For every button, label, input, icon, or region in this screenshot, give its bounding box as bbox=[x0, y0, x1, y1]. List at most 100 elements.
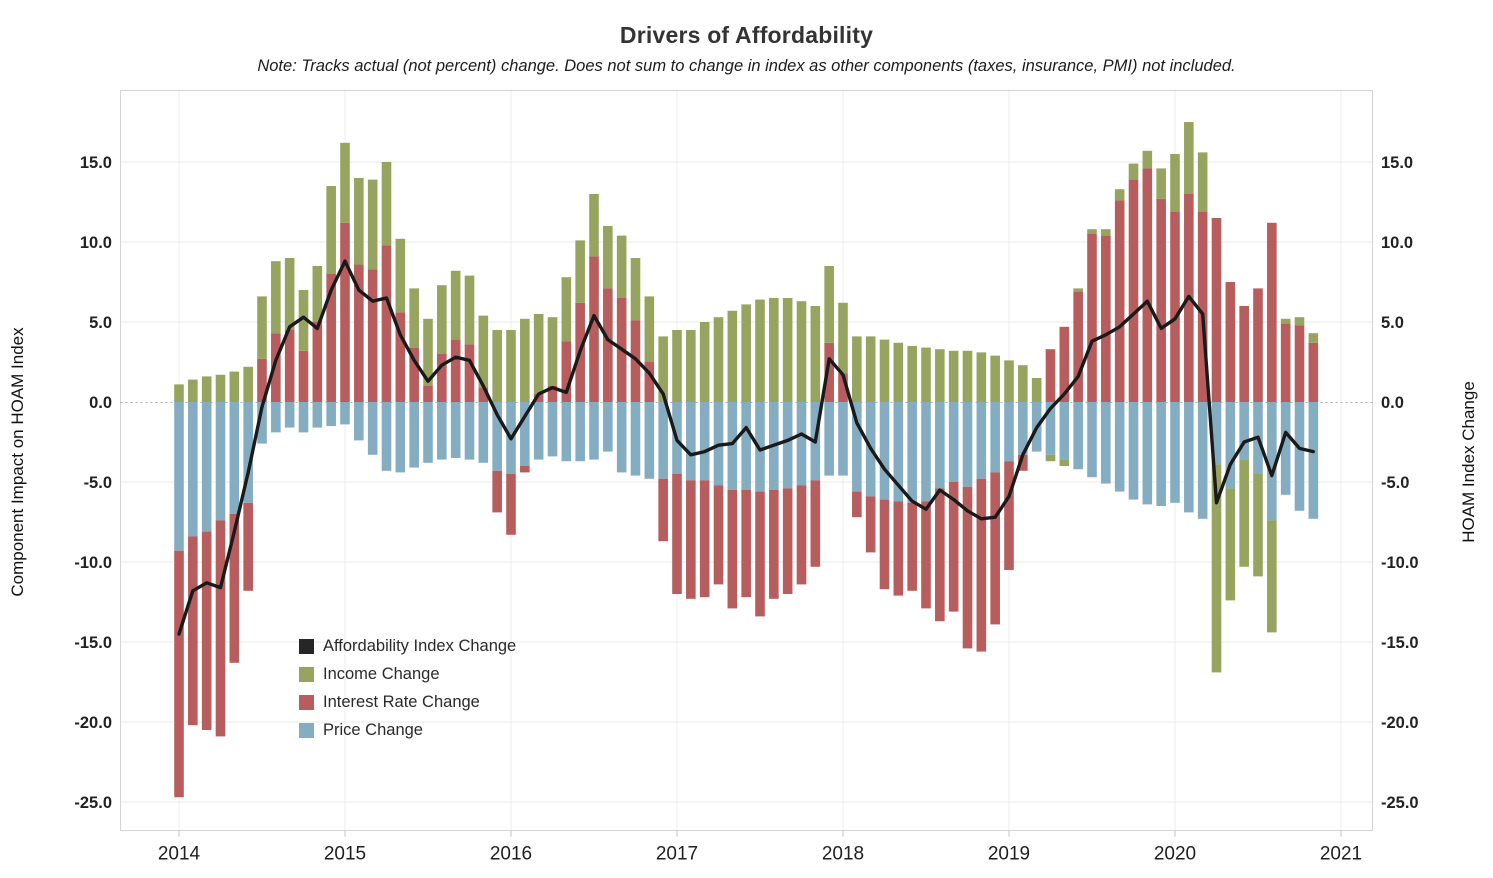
legend-swatch-icon bbox=[299, 638, 314, 654]
bar-segment-price-change bbox=[1142, 402, 1153, 505]
bar-segment-price-change bbox=[201, 402, 212, 532]
bar-segment-price-change bbox=[976, 402, 987, 479]
chart-title: Drivers of Affordability bbox=[619, 22, 874, 48]
bar-segment-price-change bbox=[271, 402, 281, 433]
bar-segment-income-change bbox=[1197, 152, 1208, 212]
bar-segment-price-change bbox=[478, 402, 489, 463]
bar-segment-interest-rate-change bbox=[437, 354, 447, 402]
bar-segment-interest-rate-change bbox=[1073, 291, 1083, 402]
plot-border bbox=[120, 90, 1373, 831]
bar-segment-interest-rate-change bbox=[326, 274, 336, 402]
bar-segment-interest-rate-change bbox=[1156, 198, 1166, 402]
bar-segment-interest-rate-change bbox=[464, 344, 475, 402]
bar-segment-income-change bbox=[1073, 288, 1083, 292]
bar-segment-price-change bbox=[1128, 402, 1139, 500]
bar-segment-income-change bbox=[893, 342, 904, 402]
bar-segment-income-change bbox=[1114, 189, 1125, 201]
bar-segment-income-change bbox=[616, 235, 627, 298]
bar-segment-interest-rate-change bbox=[755, 491, 765, 617]
bar-segment-income-change bbox=[782, 298, 793, 402]
bar-segment-income-change bbox=[741, 304, 751, 402]
bar-segment-income-change bbox=[1211, 464, 1222, 673]
bar-segment-income-change bbox=[575, 240, 585, 303]
bar-segment-interest-rate-change bbox=[879, 499, 890, 590]
bar-segment-income-change bbox=[1101, 229, 1111, 236]
bar-segment-interest-rate-change bbox=[395, 312, 406, 402]
bar-segment-interest-rate-change bbox=[644, 362, 655, 402]
bar-segment-price-change bbox=[340, 402, 350, 425]
bar-segment-price-change bbox=[1101, 402, 1111, 484]
bar-segment-income-change bbox=[589, 194, 599, 257]
bar-segment-income-change bbox=[824, 266, 834, 343]
legend-swatch-icon bbox=[299, 666, 314, 682]
bar-segment-income-change bbox=[478, 315, 489, 388]
bar-segment-interest-rate-change bbox=[1239, 306, 1249, 402]
bar-segment-income-change bbox=[1280, 318, 1291, 324]
bar-segment-interest-rate-change bbox=[229, 514, 240, 663]
bar-segment-income-change bbox=[1059, 459, 1070, 466]
bar-segment-price-change bbox=[990, 402, 1000, 473]
legend-item-3: Price Change bbox=[299, 716, 516, 744]
bar-segment-interest-rate-change bbox=[547, 386, 558, 402]
bar-segment-price-change bbox=[492, 402, 502, 471]
bar-segment-interest-rate-change bbox=[865, 496, 876, 553]
bar-segment-interest-rate-change bbox=[1087, 234, 1097, 402]
bar-segment-income-change bbox=[243, 366, 253, 402]
bar-segment-interest-rate-change bbox=[243, 502, 253, 591]
bar-segment-interest-rate-change bbox=[271, 333, 281, 402]
legend-label: Income Change bbox=[323, 664, 440, 683]
bar-segment-income-change bbox=[713, 317, 724, 402]
bar-segment-interest-rate-change bbox=[450, 339, 461, 402]
bar-segment-price-change bbox=[1045, 402, 1056, 455]
bar-segment-price-change bbox=[464, 402, 475, 460]
bar-segment-price-change bbox=[188, 402, 198, 537]
bar-segment-interest-rate-change bbox=[741, 490, 751, 598]
bar-segment-interest-rate-change bbox=[727, 490, 738, 609]
x-axis-label-year: 2015 bbox=[324, 844, 366, 865]
bar-segment-income-change bbox=[215, 374, 226, 402]
y-axis-label-right: 10.0 bbox=[1381, 234, 1413, 252]
bar-segment-price-change bbox=[298, 402, 309, 433]
bar-segment-income-change bbox=[755, 299, 765, 402]
bar-segment-price-change bbox=[575, 402, 585, 462]
bar-segment-income-change bbox=[630, 258, 641, 321]
bar-segment-price-change bbox=[838, 402, 848, 476]
bar-segment-price-change bbox=[381, 402, 392, 471]
bar-segment-price-change bbox=[893, 402, 904, 502]
legend-swatch-icon bbox=[299, 694, 314, 710]
bar-segment-interest-rate-change bbox=[852, 491, 862, 518]
bar-segment-income-change bbox=[1294, 317, 1305, 326]
bar-segment-price-change bbox=[1184, 402, 1194, 513]
bar-segment-price-change bbox=[616, 402, 627, 473]
bar-segment-interest-rate-change bbox=[354, 264, 364, 402]
bar-segment-income-change bbox=[229, 371, 240, 402]
bar-segment-interest-rate-change bbox=[1101, 235, 1111, 402]
bar-segment-income-change bbox=[921, 347, 931, 402]
bar-segment-income-change bbox=[174, 384, 184, 402]
y-axis-label-right: 15.0 bbox=[1381, 154, 1413, 172]
bar-segment-price-change bbox=[409, 402, 419, 468]
bar-segment-price-change bbox=[395, 402, 406, 473]
bar-segment-interest-rate-change bbox=[340, 222, 350, 402]
bar-segment-income-change bbox=[1239, 459, 1249, 567]
bar-segment-price-change bbox=[1308, 402, 1319, 519]
y-axis-label-left: -10.0 bbox=[74, 554, 112, 572]
legend-item-0: Affordability Index Change bbox=[299, 632, 516, 660]
left-axis-title: Component Impact on HOAM Index bbox=[8, 327, 27, 597]
bar-segment-price-change bbox=[962, 402, 973, 487]
legend-label: Interest Rate Change bbox=[323, 692, 480, 711]
bar-segment-price-change bbox=[1225, 402, 1236, 489]
bar-segment-income-change bbox=[1253, 474, 1263, 577]
y-axis-label-right: -25.0 bbox=[1381, 794, 1419, 812]
bar-segment-income-change bbox=[1142, 150, 1153, 169]
bar-segment-income-change bbox=[1156, 168, 1166, 199]
bar-segment-price-change bbox=[644, 402, 655, 479]
bar-segment-interest-rate-change bbox=[1004, 461, 1014, 570]
bar-segment-interest-rate-change bbox=[1253, 288, 1263, 402]
bar-segment-interest-rate-change bbox=[492, 470, 502, 513]
bar-segment-income-change bbox=[976, 352, 987, 402]
bar-segment-price-change bbox=[1059, 402, 1070, 460]
bar-segment-income-change bbox=[769, 298, 779, 402]
bar-segment-income-change bbox=[312, 266, 323, 322]
bar-segment-income-change bbox=[340, 142, 350, 223]
